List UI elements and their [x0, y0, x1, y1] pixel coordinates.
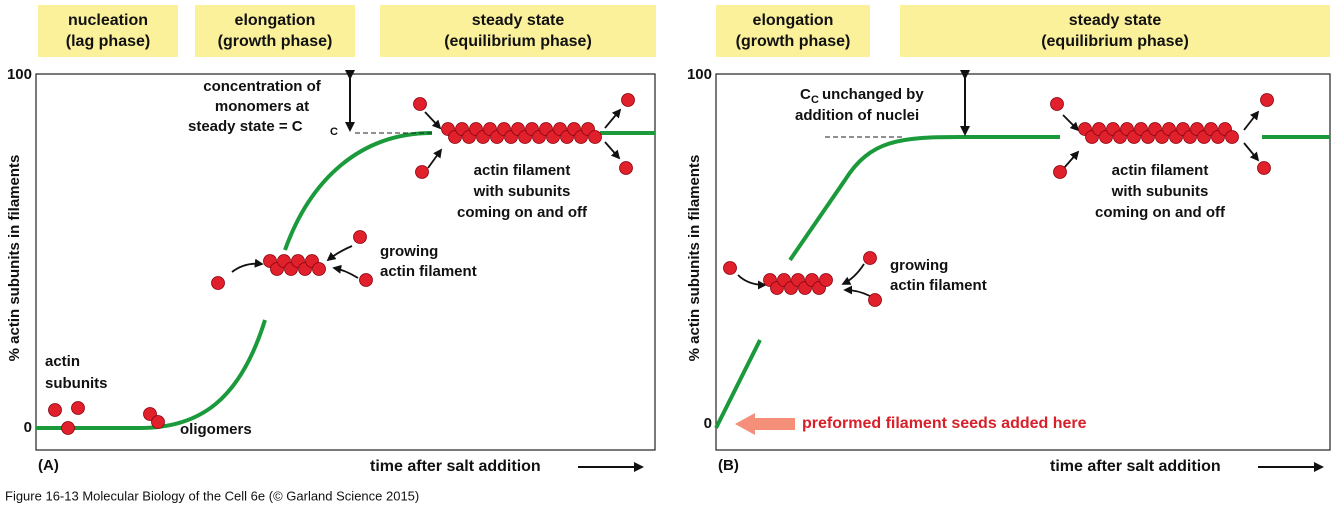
x-axis-label: time after salt addition — [1050, 458, 1221, 475]
annotation: with subunits — [1111, 183, 1209, 200]
arrow — [1243, 110, 1260, 131]
subunit — [353, 230, 367, 244]
y-bottom: 0 — [704, 415, 712, 432]
annotation: actin filament — [474, 162, 571, 179]
y-top: 100 — [7, 66, 32, 83]
arrow — [1062, 114, 1080, 132]
subunit — [621, 93, 635, 107]
subunit — [211, 276, 225, 290]
phase-label: elongation — [753, 12, 834, 29]
caption: Figure 16-13 Molecular Biology of the Ce… — [5, 488, 419, 503]
phase-label: steady state — [472, 12, 565, 29]
arrow — [1063, 150, 1080, 169]
arrow — [604, 141, 621, 160]
phase-label: elongation — [235, 12, 316, 29]
plot-frame — [715, 73, 1331, 451]
annotation: oligomers — [180, 421, 252, 438]
subunit — [819, 273, 833, 287]
annotation: actin filament — [890, 277, 987, 294]
subunit — [413, 97, 427, 111]
arrow — [841, 263, 865, 285]
subunit — [415, 165, 429, 179]
arrow — [1243, 142, 1260, 162]
annotation: growing — [890, 257, 948, 274]
arrow — [326, 245, 353, 262]
phase-label: (equilibrium phase) — [444, 33, 592, 50]
annotation: concentration of — [203, 78, 322, 95]
arrow — [231, 258, 264, 273]
subunit — [359, 273, 373, 287]
subunit — [1053, 165, 1067, 179]
subunit — [48, 403, 62, 417]
subscript: C — [811, 94, 819, 106]
arrow — [332, 264, 359, 279]
subunit — [61, 421, 75, 435]
arrow — [843, 285, 871, 297]
subunit — [588, 130, 602, 144]
phase-label: (lag phase) — [66, 33, 150, 50]
annotation: monomers at — [215, 98, 309, 115]
arrows — [231, 108, 1260, 297]
y-axis-label: % actin subunits in filaments — [686, 155, 703, 362]
arrow — [737, 274, 767, 290]
seed-arrow — [735, 413, 795, 435]
phase-label: (growth phase) — [218, 33, 333, 50]
phase-label: nucleation — [68, 12, 148, 29]
subunit — [619, 161, 633, 175]
panel-label: (A) — [38, 457, 59, 474]
subunit — [1260, 93, 1274, 107]
beads — [48, 93, 1274, 435]
subunit — [863, 251, 877, 265]
annotation: unchanged by — [822, 86, 924, 103]
annotation: addition of nuclei — [795, 107, 919, 124]
subunit — [312, 262, 326, 276]
y-top: 100 — [687, 66, 712, 83]
phase-box — [380, 5, 656, 57]
curve — [36, 131, 655, 430]
subunit — [1225, 130, 1239, 144]
phase-box — [716, 5, 870, 57]
arrow — [424, 111, 442, 130]
annotation: actin filament — [1112, 162, 1209, 179]
phase-label: (equilibrium phase) — [1041, 33, 1189, 50]
annotation: subunits — [45, 375, 108, 392]
subscript: C — [330, 126, 338, 138]
annotation: with subunits — [473, 183, 571, 200]
phase-label: (growth phase) — [736, 33, 851, 50]
panel-label: (B) — [718, 457, 739, 474]
curve — [714, 135, 1330, 429]
subunit — [151, 415, 165, 429]
annotation: coming on and off — [457, 204, 588, 221]
annotation: coming on and off — [1095, 204, 1226, 221]
subunit — [723, 261, 737, 275]
annotation: actin filament — [380, 263, 477, 280]
y-bottom: 0 — [24, 419, 32, 436]
annotation: preformed filament seeds added here — [802, 415, 1087, 432]
phase-label: steady state — [1069, 12, 1162, 29]
subunit — [1050, 97, 1064, 111]
subunit — [1257, 161, 1271, 175]
phase-box — [195, 5, 355, 57]
arrow — [604, 108, 622, 129]
arrow — [427, 148, 443, 169]
annotation: steady state = C — [188, 118, 303, 135]
annotation: C — [800, 86, 811, 103]
annotation: actin — [45, 353, 80, 370]
phase-box — [38, 5, 178, 57]
y-axis-label: % actin subunits in filaments — [6, 155, 23, 362]
phase-box — [900, 5, 1330, 57]
subunit — [868, 293, 882, 307]
annotation: growing — [380, 243, 438, 260]
x-axis-label: time after salt addition — [370, 458, 541, 475]
subunit — [71, 401, 85, 415]
